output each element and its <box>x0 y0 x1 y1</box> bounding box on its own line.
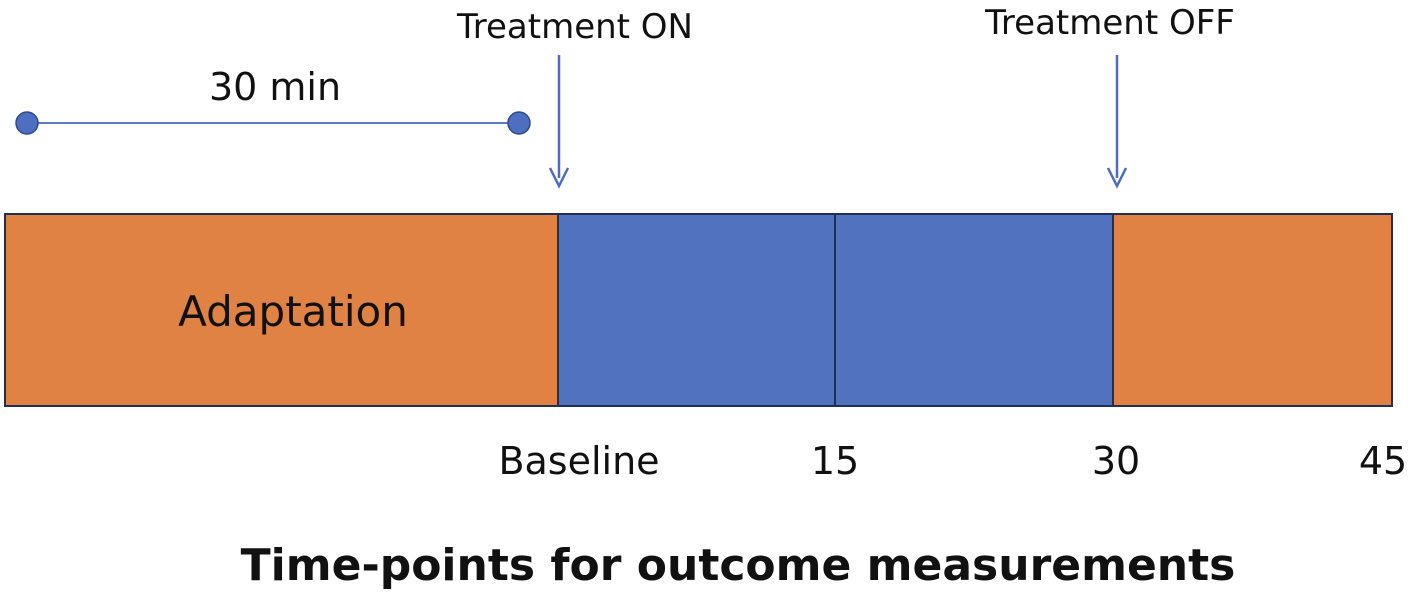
treatment-off-arrow <box>1106 55 1128 189</box>
phase-adaptation-label: Adaptation <box>178 287 408 336</box>
phase-bar <box>4 213 1393 407</box>
duration-start-dot <box>15 111 39 135</box>
time-point-30: 30 <box>1092 439 1140 483</box>
duration-indicator <box>15 111 531 135</box>
treatment-on-label: Treatment ON <box>456 7 693 47</box>
duration-end-dot <box>507 111 531 135</box>
phase-treatment-2 <box>834 213 1114 407</box>
phase-adaptation <box>4 213 559 407</box>
time-point-baseline: Baseline <box>498 439 659 483</box>
caption: Time-points for outcome measurements <box>241 540 1236 591</box>
time-point-45: 45 <box>1359 439 1407 483</box>
treatment-off-label: Treatment OFF <box>984 3 1235 43</box>
phase-treatment-1 <box>557 213 836 407</box>
time-point-15: 15 <box>811 439 859 483</box>
phase-post <box>1112 213 1393 407</box>
duration-label: 30 min <box>209 65 341 109</box>
treatment-on-arrow <box>548 55 570 189</box>
